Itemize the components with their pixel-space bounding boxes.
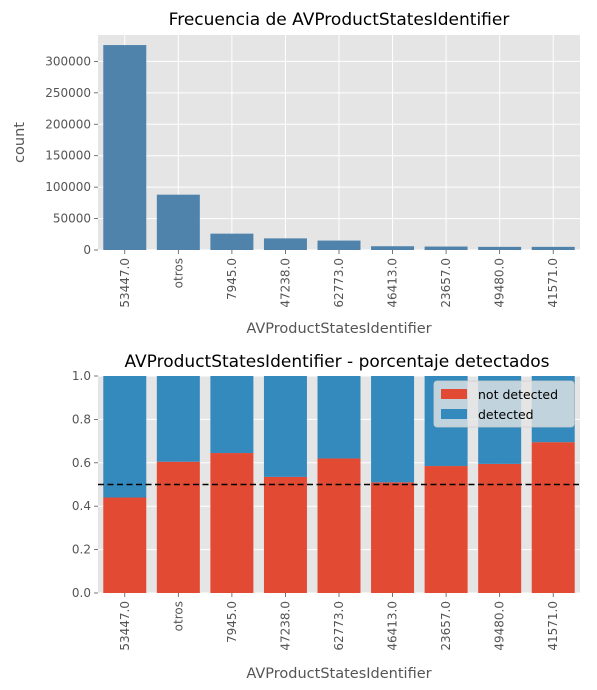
x-tick-label-49480-0: 49480.0 bbox=[493, 258, 507, 308]
x-tick-label-41571-0: 41571.0 bbox=[546, 258, 560, 308]
bar-23657-0 bbox=[424, 246, 468, 250]
y-tick-label: 50000 bbox=[53, 212, 91, 226]
legend-swatch-not-detected bbox=[441, 389, 467, 399]
y-tick-label: 200000 bbox=[45, 117, 91, 131]
bar-49480-0 bbox=[478, 246, 522, 250]
x-tick-label-53447-0: 53447.0 bbox=[118, 601, 132, 651]
bar-not-detected-62773-0 bbox=[317, 458, 361, 593]
bar-62773-0 bbox=[317, 240, 361, 250]
x-tick-label-23657-0: 23657.0 bbox=[439, 258, 453, 308]
bar-not-detected-7945-0 bbox=[210, 453, 254, 593]
frequency-chart: 0 50000 100000 150000 200000 250000 300000 534… bbox=[12, 10, 580, 337]
x-tick-label-otros: otros bbox=[171, 258, 185, 288]
bar-detected-7945-0 bbox=[210, 376, 254, 454]
y-tick-label: 0.6 bbox=[72, 456, 91, 470]
legend-swatch-detected bbox=[441, 409, 467, 419]
bar-7945-0 bbox=[210, 233, 254, 250]
bar-not-detected-49480-0 bbox=[478, 463, 522, 593]
y-tick-label: 0.0 bbox=[72, 586, 91, 600]
bar-46413-0 bbox=[371, 246, 415, 250]
x-tick-label-62773-0: 62773.0 bbox=[332, 601, 346, 651]
y-tick-label: 250000 bbox=[45, 86, 91, 100]
legend-label-not-detected: not detected bbox=[478, 387, 558, 402]
chart1-y-axis-label: count bbox=[12, 122, 28, 163]
chart2-x-ticks: 53447.0 otros 7945.0 47238.0 62773.0 46413.0 2… bbox=[118, 593, 560, 651]
x-tick-label-7945-0: 7945.0 bbox=[225, 258, 239, 300]
chart1-x-axis-label: AVProductStatesIdentifier bbox=[246, 321, 431, 337]
bar-detected-62773-0 bbox=[317, 376, 361, 459]
legend-label-detected: detected bbox=[478, 407, 534, 422]
y-tick-label: 300000 bbox=[45, 54, 91, 68]
x-tick-label-46413-0: 46413.0 bbox=[386, 601, 400, 651]
x-tick-label-47238-0: 47238.0 bbox=[278, 258, 292, 308]
chart2-title: AVProductStatesIdentifier - porcentaje d… bbox=[124, 352, 549, 372]
x-tick-label-otros: otros bbox=[171, 601, 185, 631]
bar-detected-otros bbox=[156, 376, 200, 462]
x-tick-label-23657-0: 23657.0 bbox=[439, 601, 453, 651]
x-tick-label-46413-0: 46413.0 bbox=[386, 258, 400, 308]
x-tick-label-53447-0: 53447.0 bbox=[118, 258, 132, 308]
x-tick-label-47238-0: 47238.0 bbox=[278, 601, 292, 651]
bar-53447-0 bbox=[103, 45, 147, 251]
y-tick-label: 0 bbox=[83, 243, 91, 257]
chart1-title: Frecuencia de AVProductStatesIdentifier bbox=[169, 10, 510, 30]
bar-not-detected-otros bbox=[156, 461, 200, 593]
bar-detected-47238-0 bbox=[263, 376, 307, 477]
y-tick-label: 0.2 bbox=[72, 543, 91, 557]
y-tick-label: 0.4 bbox=[72, 499, 91, 513]
x-tick-label-49480-0: 49480.0 bbox=[493, 601, 507, 651]
chart1-x-ticks: 53447.0 otros 7945.0 47238.0 62773.0 46413.0 2… bbox=[118, 250, 560, 308]
x-tick-label-41571-0: 41571.0 bbox=[546, 601, 560, 651]
legend-box bbox=[433, 380, 575, 428]
x-tick-label-7945-0: 7945.0 bbox=[225, 601, 239, 643]
chart1-y-ticks: 0 50000 100000 150000 200000 250000 300000 bbox=[45, 54, 98, 257]
chart2-y-ticks: 0.0 0.2 0.4 0.6 0.8 1.0 bbox=[72, 369, 98, 600]
y-tick-label: 0.8 bbox=[72, 412, 91, 426]
bar-not-detected-53447-0 bbox=[103, 497, 147, 593]
bar-47238-0 bbox=[263, 238, 307, 250]
bar-detected-46413-0 bbox=[371, 376, 415, 483]
bar-not-detected-47238-0 bbox=[263, 476, 307, 593]
bar-not-detected-46413-0 bbox=[371, 482, 415, 593]
bar-41571-0 bbox=[531, 246, 575, 250]
bar-otros bbox=[156, 194, 200, 250]
y-tick-label: 1.0 bbox=[72, 369, 91, 383]
bar-not-detected-23657-0 bbox=[424, 466, 468, 593]
bar-not-detected-41571-0 bbox=[531, 442, 575, 593]
chart1-bars bbox=[103, 45, 575, 251]
chart2-x-axis-label: AVProductStatesIdentifier bbox=[246, 666, 431, 682]
bar-detected-53447-0 bbox=[103, 376, 147, 498]
detection-rate-chart: 0.0 0.2 0.4 0.6 0.8 1.0 53447.0 otros 7945.0 472… bbox=[72, 352, 580, 682]
y-tick-label: 150000 bbox=[45, 149, 91, 163]
x-tick-label-62773-0: 62773.0 bbox=[332, 258, 346, 308]
y-tick-label: 100000 bbox=[45, 180, 91, 194]
chart2-legend: not detected detected bbox=[433, 380, 575, 428]
